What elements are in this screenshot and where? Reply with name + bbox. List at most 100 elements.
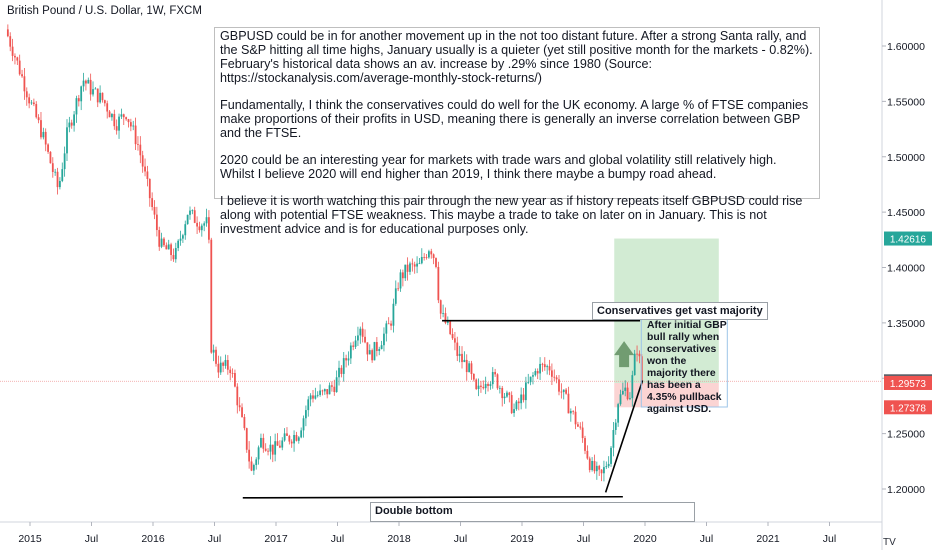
candle-body	[603, 467, 605, 474]
candle-body	[626, 387, 629, 400]
candle-body	[534, 371, 537, 376]
candle-body	[392, 303, 395, 326]
candle-body	[120, 114, 123, 117]
candle-body	[179, 238, 182, 241]
candle-body	[373, 342, 376, 361]
candle-body	[631, 375, 634, 399]
candle-body	[572, 410, 575, 412]
y-tick-label: 1.60000	[887, 41, 925, 53]
x-tick-label: 2018	[387, 533, 411, 545]
y-tick-label: 1.55000	[887, 96, 925, 108]
candle-body	[25, 91, 28, 98]
candle-body	[591, 460, 594, 471]
price-badge-label: 1.27378	[890, 403, 927, 414]
candle-body	[243, 417, 246, 429]
candle-body	[581, 427, 584, 439]
x-tick-label: 2020	[633, 533, 657, 545]
pullback-callout: After initial GBP bull rally when conser…	[647, 320, 727, 415]
candle-body	[288, 435, 291, 442]
candle-body	[87, 79, 90, 84]
candle-body	[167, 244, 170, 250]
candle-body	[588, 458, 591, 471]
candle-body	[316, 394, 319, 396]
conservatives-label: Conservatives get vast majority	[592, 302, 768, 320]
candle-body	[349, 345, 352, 359]
candle-body	[411, 263, 414, 265]
candle-body	[569, 410, 572, 414]
candle-body	[210, 239, 213, 353]
candle-body	[385, 323, 388, 334]
candle-body	[331, 385, 333, 387]
candle-body	[236, 386, 239, 406]
candle-body	[9, 36, 12, 47]
candle-body	[208, 217, 210, 240]
candle-body	[456, 342, 459, 356]
candle-body	[439, 300, 442, 314]
candle-body	[248, 449, 251, 462]
candle-body	[387, 323, 390, 325]
candle-body	[484, 383, 487, 389]
candle-body	[463, 359, 466, 363]
candle-body	[23, 76, 26, 92]
candle-body	[70, 122, 73, 126]
price-badge-label: 1.42616	[890, 235, 927, 246]
candle-body	[539, 363, 541, 374]
candle-body	[222, 362, 225, 366]
candle-body	[51, 163, 54, 173]
candle-body	[181, 235, 184, 239]
candle-body	[633, 353, 636, 376]
candle-body	[430, 251, 433, 255]
candle-body	[595, 465, 598, 472]
candle-body	[593, 460, 596, 472]
x-tick-label: Jul	[577, 533, 590, 545]
candle-body	[73, 114, 75, 126]
candle-body	[413, 264, 416, 267]
candle-body	[496, 374, 499, 389]
candle-body	[267, 450, 269, 452]
candle-body	[234, 373, 236, 387]
candle-body	[92, 89, 94, 95]
candle-body	[323, 389, 326, 392]
candle-body	[6, 29, 9, 37]
candle-body	[80, 86, 83, 102]
candle-body	[480, 385, 482, 387]
candle-body	[624, 387, 627, 391]
y-tick-label: 1.40000	[887, 263, 925, 275]
candle-body	[278, 445, 281, 448]
candle-body	[241, 407, 243, 418]
double-bottom-line	[242, 495, 623, 499]
trend-line	[604, 380, 644, 493]
candle-body	[328, 385, 331, 395]
candle-body	[401, 272, 404, 279]
candle-body	[286, 433, 288, 436]
y-tick-label: 1.35000	[887, 318, 925, 330]
candle-body	[520, 394, 523, 404]
candle-body	[148, 178, 151, 199]
candle-body	[607, 463, 610, 467]
candle-body	[600, 469, 603, 474]
candle-body	[404, 264, 407, 279]
candle-body	[257, 447, 260, 460]
candle-body	[66, 127, 68, 154]
candle-body	[366, 342, 369, 355]
x-tick-label: 2017	[264, 533, 288, 545]
candle-body	[144, 166, 146, 172]
x-tick-label: Jul	[85, 533, 98, 545]
candle-body	[565, 389, 567, 394]
candle-body	[42, 131, 45, 138]
candle-body	[416, 263, 418, 267]
candle-body	[619, 394, 622, 405]
x-tick-label: Jul	[454, 533, 467, 545]
candle-body	[134, 125, 137, 145]
up-arrow-icon	[614, 341, 635, 368]
candle-body	[319, 390, 321, 395]
candle-body	[451, 334, 454, 339]
candle-body	[274, 441, 277, 455]
candle-body	[461, 353, 463, 363]
candle-body	[494, 372, 497, 375]
candle-body	[125, 117, 128, 120]
candle-body	[276, 441, 279, 446]
x-tick-label: Jul	[823, 533, 836, 545]
candle-body	[397, 288, 400, 290]
candle-body	[217, 363, 220, 373]
